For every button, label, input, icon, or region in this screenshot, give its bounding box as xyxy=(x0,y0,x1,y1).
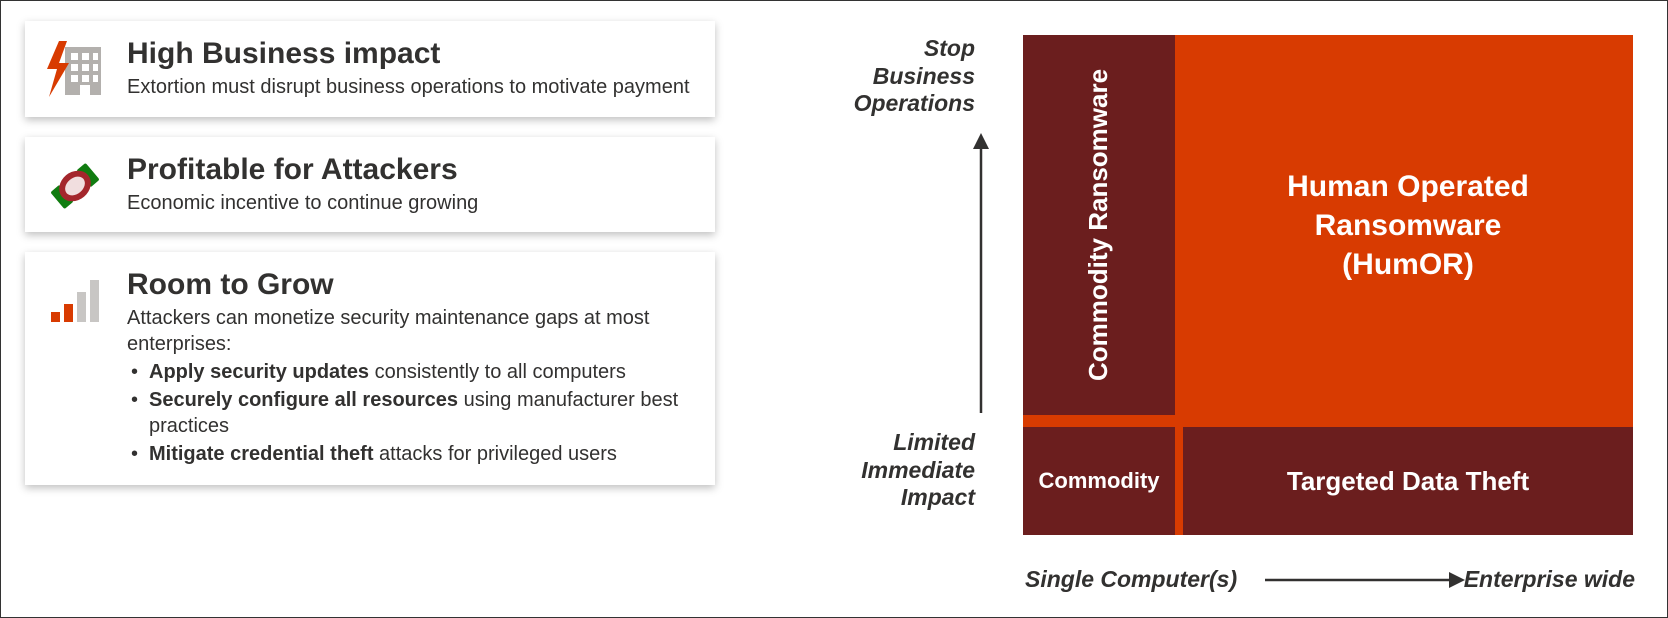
bullet-item: Apply security updates consistently to a… xyxy=(149,359,695,385)
card-desc-intro: Attackers can monetize security maintena… xyxy=(127,307,649,355)
quadrant-bottom-right: Targeted Data Theft xyxy=(1183,427,1633,535)
card-description: Attackers can monetize security maintena… xyxy=(127,305,695,467)
quadrant-bottom-left: Commodity xyxy=(1023,427,1175,535)
x-axis-arrow xyxy=(1265,579,1455,581)
card-body: High Business impact Extortion must disr… xyxy=(107,37,695,100)
card-high-business-impact: High Business impact Extortion must disr… xyxy=(25,21,715,117)
lightning-building-icon xyxy=(43,37,107,101)
card-bullets: Apply security updates consistently to a… xyxy=(127,359,695,467)
card-description: Economic incentive to continue growing xyxy=(127,190,695,216)
quadrant-top-right: Human Operated Ransomware (HumOR) xyxy=(1183,35,1633,415)
y-axis-arrow xyxy=(980,137,982,409)
card-title: Profitable for Attackers xyxy=(127,153,695,186)
y-axis-label-top: StopBusinessOperations xyxy=(854,35,975,118)
card-body: Profitable for Attackers Economic incent… xyxy=(107,153,695,216)
y-axis-label-bottom: LimitedImmediateImpact xyxy=(861,429,975,512)
x-axis-label-left: Single Computer(s) xyxy=(1025,566,1237,593)
card-profitable-attackers: Profitable for Attackers Economic incent… xyxy=(25,137,715,232)
bullet-item: Mitigate credential theft attacks for pr… xyxy=(149,441,695,467)
card-title: Room to Grow xyxy=(127,268,695,301)
card-title: High Business impact xyxy=(127,37,695,70)
quadrant-chart: StopBusinessOperations LimitedImmediateI… xyxy=(775,15,1635,595)
cards-column: High Business impact Extortion must disr… xyxy=(25,15,715,603)
card-body: Room to Grow Attackers can monetize secu… xyxy=(107,268,695,469)
infographic-container: High Business impact Extortion must disr… xyxy=(1,1,1667,617)
bullet-item: Securely configure all resources using m… xyxy=(149,387,695,439)
card-description: Extortion must disrupt business operatio… xyxy=(127,74,695,100)
quadrant-top-left: Commodity Ransomware xyxy=(1023,35,1175,415)
quadrant-grid: Commodity Ransomware Human Operated Rans… xyxy=(1023,35,1633,535)
growth-bars-icon xyxy=(43,268,107,328)
card-room-to-grow: Room to Grow Attackers can monetize secu… xyxy=(25,252,715,485)
money-candy-icon xyxy=(43,153,107,215)
quadrant-chart-region: StopBusinessOperations LimitedImmediateI… xyxy=(715,15,1647,603)
x-axis-label-right: Enterprise wide xyxy=(1464,566,1635,593)
